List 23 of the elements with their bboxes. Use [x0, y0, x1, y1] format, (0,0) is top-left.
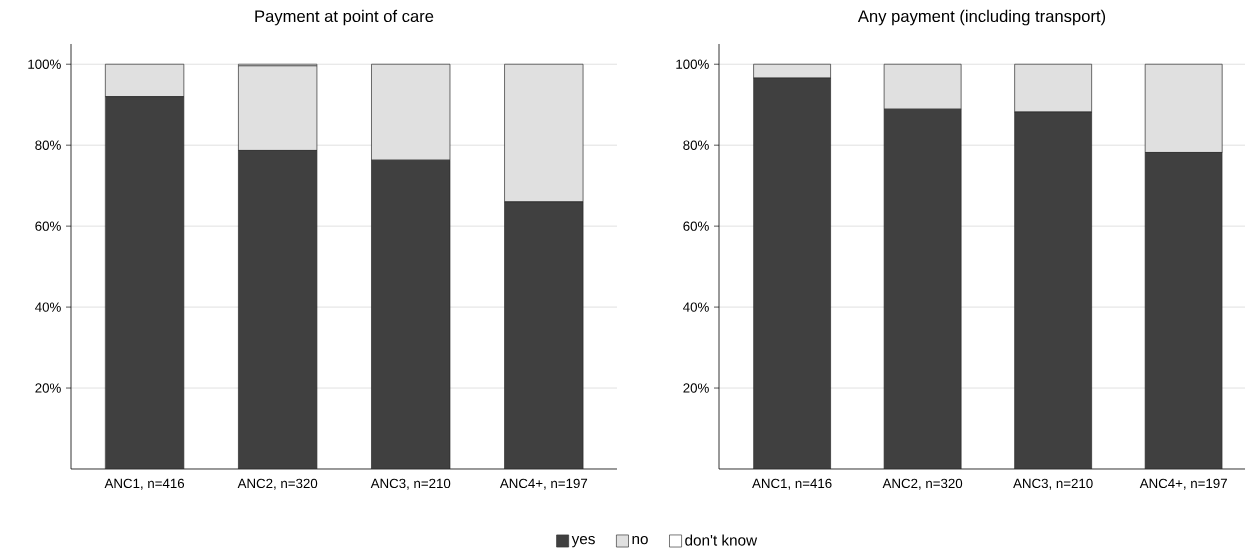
legend-label: yes — [571, 535, 595, 548]
x-tick-label: ANC1, n=416 — [752, 478, 832, 490]
x-tick-label: ANC2, n=320 — [237, 478, 318, 490]
chart-title: Any payment (including transport) — [857, 9, 1106, 26]
x-tick-label: ANC1, n=416 — [104, 478, 185, 490]
y-tick-label: 80% — [35, 140, 61, 150]
chart-title: Payment at point of care — [255, 9, 434, 26]
y-tick-label: 40% — [683, 302, 709, 312]
y-tick-label: 80% — [683, 140, 709, 150]
y-tick-label: 20% — [683, 383, 709, 393]
y-tick-label: 40% — [35, 302, 61, 312]
x-tick-label: ANC3, n=210 — [370, 478, 451, 490]
legend-label: no — [632, 535, 648, 545]
y-tick-label: 60% — [683, 221, 709, 231]
y-tick-label: 100% — [676, 59, 709, 69]
y-tick-label: 20% — [35, 383, 61, 393]
x-tick-label: ANC3, n=210 — [1013, 478, 1093, 490]
x-tick-label: ANC2, n=320 — [882, 478, 963, 490]
x-tick-label: ANC4+, n=197 — [1139, 478, 1227, 490]
y-tick-label: 100% — [28, 59, 61, 69]
y-tick-label: 60% — [35, 221, 61, 231]
legend-label: don't know — [685, 534, 758, 546]
x-tick-label: ANC4+, n=197 — [499, 478, 588, 490]
